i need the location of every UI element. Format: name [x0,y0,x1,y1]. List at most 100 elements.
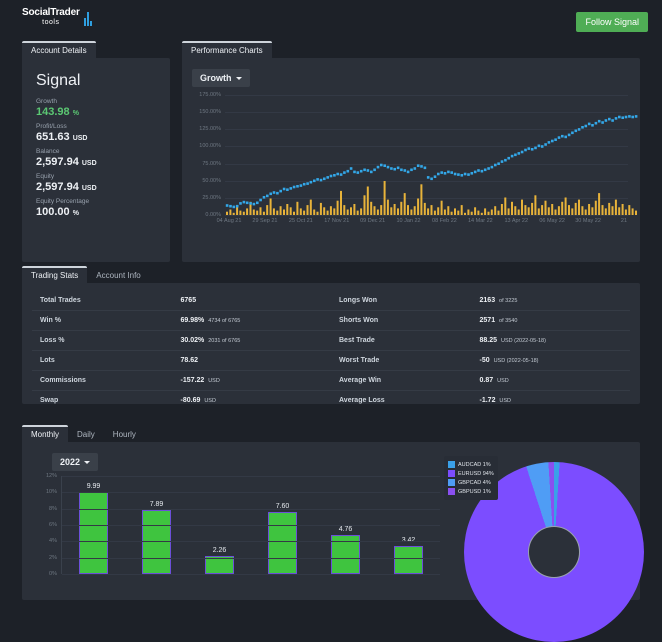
legend-label: EURUSD 94% [458,470,494,477]
stat-value: 78.62 [172,350,331,371]
x-axis-tick: 14 Mar 22 [467,218,493,224]
legend-swatch [448,479,455,486]
stats-right-column: Longs Won 2163 of 3225 Shorts Won 2571 of 3… [331,291,630,404]
growth-chart-y-axis: 0.00% 25.00% 50.00% 75.00% 100.00% 125.00% 150… [192,92,224,218]
stat-key: Commissions [32,370,173,391]
stat-key: Win % [32,310,173,331]
pie-legend: AUDCAD 1% EURUSD 94% GBPCAD 4% GBPUSD 1% [444,456,498,500]
growth-dropdown[interactable]: Growth [192,69,250,87]
bar-slot: 3.42 [377,476,440,574]
tab-daily[interactable]: Daily [68,427,104,443]
table-row: Commissions -157.22 USD [32,370,331,391]
tab-trading-stats[interactable]: Trading Stats [22,266,88,284]
grid-line [62,476,440,477]
x-axis-tick: 04 Aug 21 [216,218,242,224]
legend-swatch [448,461,455,468]
grid-line [62,492,440,494]
account-field-label: Equity [36,173,55,180]
y-axis-tick: 2% [49,554,57,561]
y-axis-tick: 75.00% [202,160,221,167]
follow-signal-button[interactable]: Follow Signal [576,12,648,32]
growth-chart-plot [225,95,638,216]
stat-key: Average Win [331,370,472,391]
account-field-label: Balance [36,148,60,155]
stat-value: 6765 [172,291,331,311]
y-axis-tick: 50.00% [202,177,221,184]
bar-value-label: 3.42 [402,537,416,544]
donut-hole [528,526,580,578]
performance-tabs: Performance Charts [182,40,640,59]
tab-account-info[interactable]: Account Info [87,268,149,284]
growth-chart: 0.00% 25.00% 50.00% 75.00% 100.00% 125.00% 150… [192,92,638,218]
year-dropdown-label: 2022 [60,457,81,467]
account-details-body: Signal Growth 143.98 % Profit/Loss 651.63 U… [22,58,170,262]
x-axis-tick: 29 Sep 21 [252,218,278,224]
stat-value: 30.02% 2031 of 6765 [172,330,331,351]
stat-value: 0.87 USD [471,370,630,391]
bar[interactable] [79,492,108,574]
table-row: Average Win 0.87 USD [331,370,630,391]
x-axis-tick: 17 Nov 21 [324,218,350,224]
logo-main-text: SocialTrader [22,7,80,18]
bar-slot: 7.60 [251,476,314,574]
grid-line [62,574,440,575]
tab-monthly[interactable]: Monthly [22,425,69,443]
grid-line [225,163,628,165]
stat-key: Best Trade [331,330,472,351]
x-axis-tick: 25 Oct 21 [288,218,313,224]
legend-item[interactable]: EURUSD 94% [448,470,494,477]
account-field-label: Profit/Loss [36,123,67,130]
bar[interactable] [205,555,234,574]
y-axis-tick: 6% [49,522,57,528]
legend-item[interactable]: AUDCAD 1% [448,461,494,468]
table-row: Longs Won 2163 of 3225 [331,291,630,311]
tab-performance-charts[interactable]: Performance Charts [182,41,272,59]
account-field-value: 100.00 % [36,206,79,218]
legend-item[interactable]: GBPUSD 1% [448,488,494,495]
trading-stats-panel: Trading Stats Account Info Total Trades 67… [22,265,640,404]
x-axis-tick: 09 Dec 21 [360,218,386,224]
performance-charts-panel: Performance Charts Growth 0.00% 25.00% 50.… [182,40,640,262]
x-axis-tick: 10 Jan 22 [396,218,421,224]
bar-value-label: 2.26 [212,546,227,554]
legend-swatch [448,470,455,477]
stat-value: 2163 of 3225 [471,291,630,311]
y-axis-tick: 4% [49,538,57,545]
stats-table-right: Longs Won 2163 of 3225 Shorts Won 2571 of 3… [331,291,630,410]
x-axis-tick: 13 Apr 22 [504,218,529,224]
legend-label: GBPUSD 1% [458,488,491,495]
stat-key: Shorts Won [331,310,472,331]
logo-text: SocialTrader tools [22,7,80,27]
app-logo[interactable]: SocialTrader tools [22,8,92,26]
tab-account-details[interactable]: Account Details [22,41,96,59]
legend-label: AUDCAD 1% [458,461,491,468]
y-axis-tick: 0% [49,571,57,577]
legend-item[interactable]: GBPCAD 4% [448,479,494,486]
stat-value: 69.98% 4734 of 6765 [172,310,331,331]
grid-line [225,112,628,114]
x-axis-tick: 30 May 22 [575,218,601,224]
bar[interactable] [394,546,423,574]
chart-bars-icon [83,10,92,26]
year-dropdown[interactable]: 2022 [52,453,99,471]
period-tabs: Monthly Daily Hourly [22,424,640,443]
top-bar: SocialTrader tools Follow Signal [0,0,662,38]
table-row: Lots 78.62 [32,350,331,371]
monthly-bar-chart-area: 2022 0% 2% 4% 6% 8% 10% 12% 9.99 7.89 2.26 7.60 4.… [34,452,444,590]
grid-line [62,525,440,526]
account-title: Signal [36,72,81,89]
bar[interactable] [268,511,297,574]
grid-line [225,197,628,199]
stat-value: -1.72 USD [479,397,512,404]
table-row: Worst Trade -50 USD (2022-05-18) [331,350,630,371]
table-row: Swap -80.69 USD [32,391,331,411]
growth-svg [225,115,638,215]
stats-table-left: Total Trades 6765 Win % 69.98% 4734 of 6765… [32,291,331,410]
logo-sub-text: tools [42,19,60,26]
y-axis-tick: 150.00% [199,109,221,116]
tab-hourly[interactable]: Hourly [104,427,145,443]
stat-value: 88.25 USD (2022-05-18) [471,330,630,351]
growth-chart-x-axis: 04 Aug 21 29 Sep 21 25 Oct 21 17 Nov 21 09 D… [217,215,628,227]
bar-value-label: 4.76 [338,526,353,534]
account-field-value: 143.98 % [36,106,79,118]
